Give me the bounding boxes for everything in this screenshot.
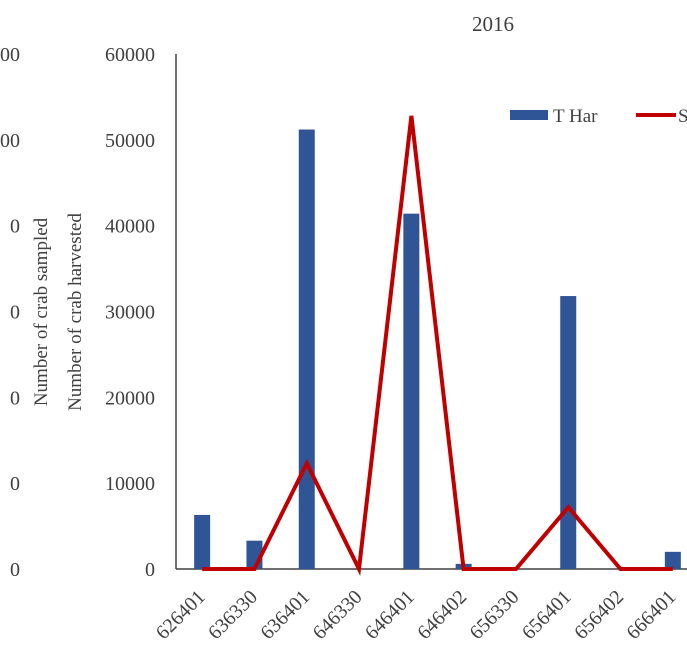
x-tick-label: 666401 — [622, 586, 680, 644]
bar — [194, 514, 211, 569]
y2-tick-label: 0 — [10, 387, 20, 409]
x-tick-label: 626401 — [152, 586, 210, 644]
y-axis-label: Number of crab harvested — [65, 213, 86, 411]
y2-tick-label: 0 — [10, 473, 20, 495]
bar — [560, 296, 577, 569]
primary-axis-ticks: 0 10000 20000 30000 40000 50000 60000 — [105, 44, 155, 581]
bar — [664, 551, 681, 569]
legend: T Har S — [510, 106, 687, 127]
x-tick-label: 636401 — [256, 586, 314, 644]
x-tick-label: 646401 — [361, 586, 419, 644]
y2-tick-label: 00 — [0, 44, 20, 66]
x-tick-label: 656402 — [570, 586, 628, 644]
bar — [298, 129, 315, 570]
y-tick-label: 10000 — [105, 473, 155, 495]
line-series — [202, 115, 673, 576]
y-tick-label: 0 — [145, 559, 155, 581]
chart-title: 2016 — [472, 12, 514, 36]
y-tick-label: 30000 — [105, 302, 155, 324]
y-tick-label: 60000 — [105, 44, 155, 66]
legend-swatch-bar — [510, 110, 548, 120]
bar — [403, 213, 420, 569]
x-axis-ticks: 6264016363306364016463306464016464026563… — [152, 586, 681, 644]
x-tick-label: 646330 — [309, 586, 367, 644]
y-tick-label: 50000 — [105, 130, 155, 152]
y2-tick-label: 0 — [10, 216, 20, 238]
y-tick-label: 40000 — [105, 216, 155, 238]
x-tick-label: 636330 — [204, 586, 262, 644]
x-tick-label: 646402 — [413, 586, 471, 644]
legend-label-line: S — [678, 106, 687, 127]
y2-axis-label: Number of crab sampled — [31, 217, 52, 406]
legend-label-bar: T Har — [553, 106, 598, 127]
y2-tick-label: 00 — [0, 130, 20, 152]
y2-tick-label: 0 — [10, 559, 20, 581]
y2-tick-label: 0 — [10, 302, 20, 324]
x-tick-label: 656330 — [466, 586, 524, 644]
line-path — [202, 115, 673, 576]
x-tick-label: 656401 — [518, 586, 576, 644]
y-tick-label: 20000 — [105, 387, 155, 409]
